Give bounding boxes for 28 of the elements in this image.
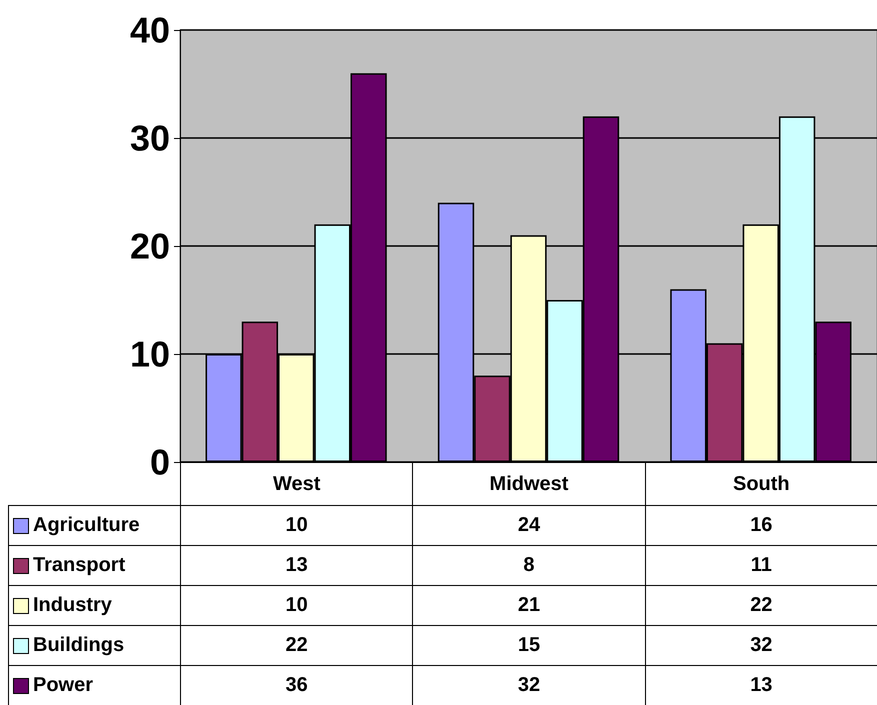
data-label: 11 [644,545,877,586]
data-label: 13 [644,665,877,705]
legend-label: Buildings [33,634,124,657]
y-tick-label: 20 [130,226,170,266]
x-tick-label: Midwest [412,462,646,506]
y-tick-label: 30 [130,118,170,158]
x-tick-label: West [180,462,414,506]
data-label: 21 [412,585,646,626]
data-label: 22 [180,625,414,666]
data-label: 15 [412,625,646,666]
data-label: 22 [644,585,877,626]
data-label: 32 [412,665,646,705]
y-tick-label: 0 [150,442,170,482]
data-label: 24 [412,505,646,546]
x-tick-label: South [644,462,877,506]
data-label: 32 [644,625,877,666]
legend-label: Transport [33,554,126,577]
data-label: 13 [180,545,414,586]
data-label: 8 [412,545,646,586]
data-label: 16 [644,505,877,546]
legend-label: Power [33,674,94,697]
data-label: 10 [180,505,414,546]
legend-label: Agriculture [33,514,140,537]
legend-label: Industry [33,594,112,617]
y-tick-label: 40 [130,10,170,50]
data-label: 36 [180,665,414,705]
y-tick-label: 10 [130,334,170,374]
data-label: 10 [180,585,414,626]
